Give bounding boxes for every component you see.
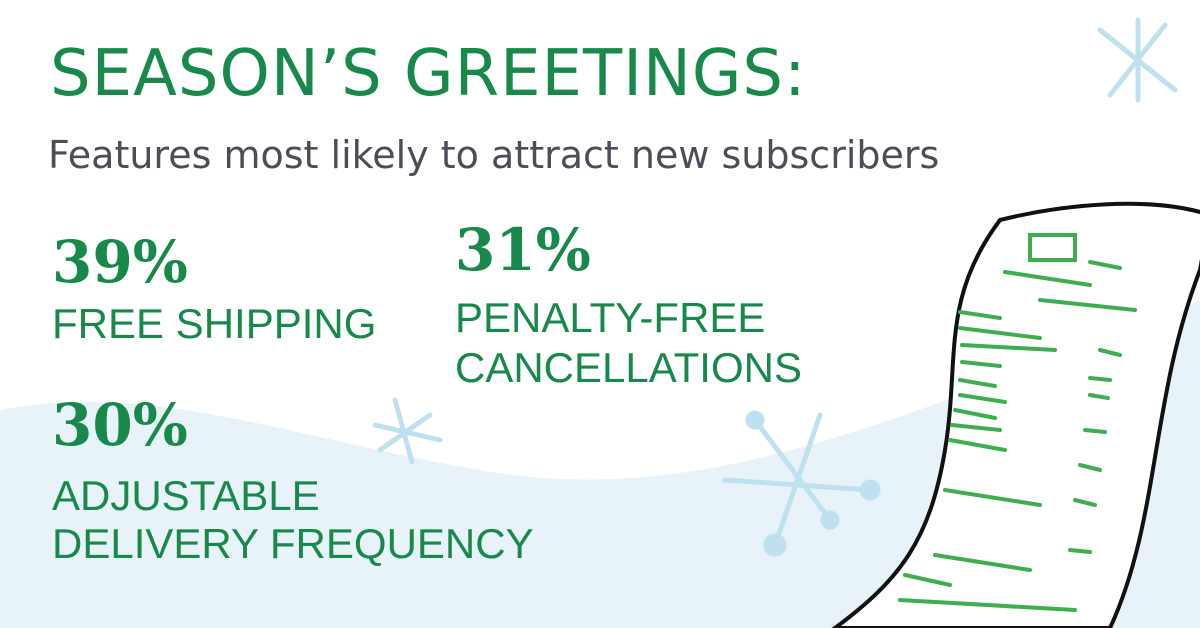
- stat-value: 39%: [52, 228, 188, 296]
- snowflake: [722, 410, 881, 557]
- snowflake: [1097, 17, 1178, 103]
- receipt: [831, 201, 1200, 628]
- stat-label: ADJUSTABLE: [52, 472, 320, 519]
- stat-value: 30%: [52, 391, 188, 459]
- stat-label: PENALTY-FREE: [455, 294, 765, 341]
- title: SEASON’S GREETINGS:: [50, 37, 807, 111]
- stat-label: DELIVERY FREQUENCY: [52, 520, 534, 567]
- background-wave: [0, 300, 1200, 628]
- stat-value: 31%: [455, 216, 591, 284]
- subtitle: Features most likely to attract new subs…: [48, 133, 939, 177]
- stat-label: CANCELLATIONS: [455, 344, 802, 391]
- stat-label: FREE SHIPPING: [52, 300, 376, 347]
- snowflake: [372, 397, 443, 465]
